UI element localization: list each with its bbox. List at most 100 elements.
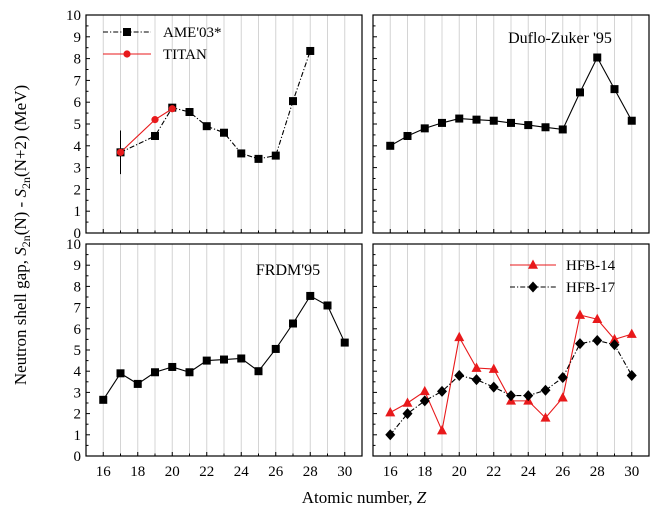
data-point (385, 407, 396, 417)
y-tick-label: 3 (74, 161, 82, 177)
legend-marker (528, 281, 538, 293)
data-point (403, 131, 412, 140)
panel-title: FRDM'95 (256, 262, 320, 279)
legend-label: AME'03* (163, 25, 222, 41)
data-point (541, 123, 550, 132)
y-axis-label-s1: S (11, 247, 30, 256)
y-tick-label: 9 (74, 258, 82, 274)
data-point (168, 362, 177, 371)
data-point (575, 309, 585, 319)
data-point (471, 374, 482, 386)
y-tick-label: 7 (74, 73, 82, 89)
data-point (151, 131, 159, 140)
data-point (116, 148, 125, 156)
data-point (386, 141, 395, 150)
data-point (454, 331, 465, 342)
panel-top-left: 0 1 2 3 4 5 6 7 8 9 10 AME'03* TITAN (66, 8, 363, 242)
x-tick-label: 22 (486, 464, 501, 480)
data-point (627, 116, 636, 125)
data-point (489, 116, 498, 125)
data-point (271, 344, 280, 353)
data-point (306, 291, 315, 300)
data-point (185, 368, 194, 377)
y-axis-label-suffix: (N+2) (MeV) (11, 85, 30, 177)
data-point (626, 328, 637, 338)
data-point (419, 385, 430, 396)
x-tick-label: 22 (199, 464, 214, 480)
data-point (626, 369, 637, 381)
legend-label: HFB-14 (566, 258, 616, 274)
x-tick-label: 26 (268, 464, 284, 480)
y-tick-label: 6 (74, 95, 82, 111)
data-point (558, 125, 567, 134)
data-point (540, 412, 551, 422)
data-point (420, 124, 429, 133)
data-point (151, 368, 159, 377)
x-axis-label-var: Z (417, 488, 427, 507)
y-axis-label-s2: S (11, 189, 30, 198)
y-tick-label: 10 (66, 8, 81, 24)
series-titan (116, 105, 176, 156)
data-point (168, 105, 176, 113)
data-point (437, 425, 447, 435)
y-axis-label-mid: (N) - (11, 198, 30, 236)
data-point (507, 118, 515, 127)
x-axis-label: Atomic number, Z (302, 488, 427, 507)
y-tick-label: 7 (74, 301, 82, 317)
panel-top-right: Duflo-Zuker '95 (372, 14, 650, 234)
y-tick-label: 3 (74, 385, 82, 401)
data-point (610, 85, 619, 94)
data-point (575, 338, 585, 350)
y-tick-label: 4 (74, 364, 82, 380)
data-point (471, 362, 482, 372)
data-point (220, 128, 228, 137)
series-line (120, 108, 173, 153)
data-point (609, 333, 620, 344)
series-hfb-17 (385, 334, 637, 441)
data-point (454, 369, 465, 381)
series-line-1 (386, 53, 636, 150)
data-point (385, 429, 396, 441)
data-point (523, 390, 534, 402)
data-point (455, 114, 464, 123)
y-tick-label: 5 (74, 343, 82, 359)
legend: AME'03* TITAN (103, 25, 222, 63)
data-point (592, 313, 603, 324)
x-tick-label: 28 (590, 464, 605, 480)
y-axis-label-sub2: 2n (19, 177, 33, 189)
data-point (488, 381, 499, 393)
data-point (185, 108, 194, 117)
data-point (254, 367, 263, 376)
legend-label: TITAN (163, 47, 207, 63)
y-tick-label: 5 (74, 117, 82, 133)
data-point (437, 385, 447, 397)
panel-bottom-left: 0 1 2 3 4 5 6 7 8 9 10 16 18 20 22 24 26 28 30 FRDM'95 (66, 237, 363, 480)
data-point (488, 363, 499, 373)
y-axis-label-sub1: 2n (19, 235, 33, 247)
data-point (306, 46, 315, 55)
data-point (576, 88, 584, 97)
x-tick-label: 16 (96, 464, 112, 480)
series-line-2 (99, 291, 349, 404)
data-point (609, 339, 620, 351)
y-tick-label: 1 (74, 428, 82, 444)
data-point (202, 356, 211, 365)
data-point (116, 369, 125, 378)
y-tick-label: 2 (74, 407, 82, 423)
y-tick-label: 9 (74, 30, 82, 46)
x-tick-label: 26 (555, 464, 571, 480)
x-tick-label: 24 (521, 464, 537, 480)
legend: HFB-14 HFB-17 (510, 258, 616, 296)
data-point (557, 372, 568, 384)
series-line (120, 50, 311, 160)
y-tick-label: 4 (74, 139, 82, 155)
data-point (289, 97, 297, 106)
data-point (237, 149, 246, 158)
x-tick-label: 28 (303, 464, 318, 480)
data-point (540, 384, 551, 396)
data-point (592, 334, 603, 346)
y-tick-label: 6 (74, 322, 82, 338)
y-tick-label: 0 (74, 449, 82, 465)
